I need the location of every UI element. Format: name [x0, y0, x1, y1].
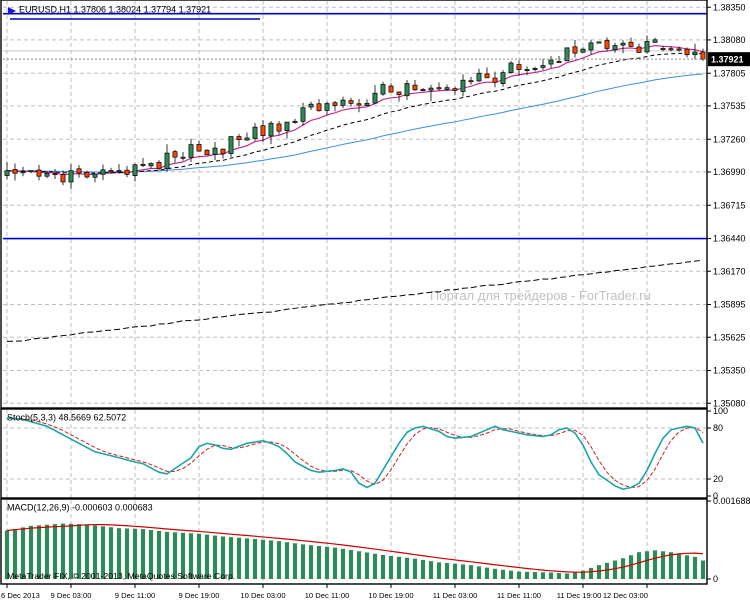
svg-text:6 Dec 2013: 6 Dec 2013: [1, 591, 40, 600]
svg-text:Stoch(5,3,3) 48.5669 62.5072: Stoch(5,3,3) 48.5669 62.5072: [7, 413, 126, 423]
svg-text:1.38080: 1.38080: [713, 35, 746, 45]
svg-text:Портал для трейдеров - ForTrad: Портал для трейдеров - ForTrader.ru: [430, 288, 651, 303]
svg-text:10 Dec 19:00: 10 Dec 19:00: [368, 591, 413, 600]
svg-text:12 Dec 03:00: 12 Dec 03:00: [603, 591, 648, 600]
svg-text:1.38350: 1.38350: [713, 2, 746, 12]
svg-text:0.001688: 0.001688: [713, 496, 750, 506]
svg-text:1.37260: 1.37260: [713, 134, 746, 144]
svg-text:1.36170: 1.36170: [713, 266, 746, 276]
svg-text:20: 20: [713, 474, 723, 484]
svg-text:0: 0: [713, 574, 718, 584]
svg-text:MetaTrader FIX, © 2001-2013, M: MetaTrader FIX, © 2001-2013, MetaQuotes …: [7, 571, 235, 581]
svg-text:80: 80: [713, 423, 723, 433]
svg-text:9 Dec 03:00: 9 Dec 03:00: [51, 591, 92, 600]
svg-text:10 Dec 11:00: 10 Dec 11:00: [305, 591, 350, 600]
svg-text:MACD(12,26,9) -0.000603 0.0006: MACD(12,26,9) -0.000603 0.000683: [7, 503, 153, 513]
svg-text:1.36440: 1.36440: [713, 234, 746, 244]
svg-text:1.36990: 1.36990: [713, 167, 746, 177]
svg-text:9 Dec 11:00: 9 Dec 11:00: [115, 591, 155, 600]
svg-text:100: 100: [713, 406, 728, 416]
svg-text:1.35350: 1.35350: [713, 366, 746, 376]
svg-text:11 Dec 11:00: 11 Dec 11:00: [497, 591, 541, 600]
svg-text:1.35895: 1.35895: [713, 300, 746, 310]
svg-text:11 Dec 03:00: 11 Dec 03:00: [433, 591, 478, 600]
svg-text:10 Dec 03:00: 10 Dec 03:00: [240, 591, 285, 600]
svg-text:1.37921: 1.37921: [711, 54, 744, 64]
svg-text:1.36715: 1.36715: [713, 200, 746, 210]
svg-text:1.35625: 1.35625: [713, 332, 746, 342]
svg-text:EURUSD,H1 1.37806 1.38024 1.3: EURUSD,H1 1.37806 1.38024 1.37794 1.3792…: [19, 5, 211, 15]
svg-text:11 Dec 19:00: 11 Dec 19:00: [557, 591, 602, 600]
svg-text:1.37805: 1.37805: [713, 68, 746, 78]
svg-text:9 Dec 19:00: 9 Dec 19:00: [179, 591, 220, 600]
svg-text:1.37535: 1.37535: [713, 101, 746, 111]
